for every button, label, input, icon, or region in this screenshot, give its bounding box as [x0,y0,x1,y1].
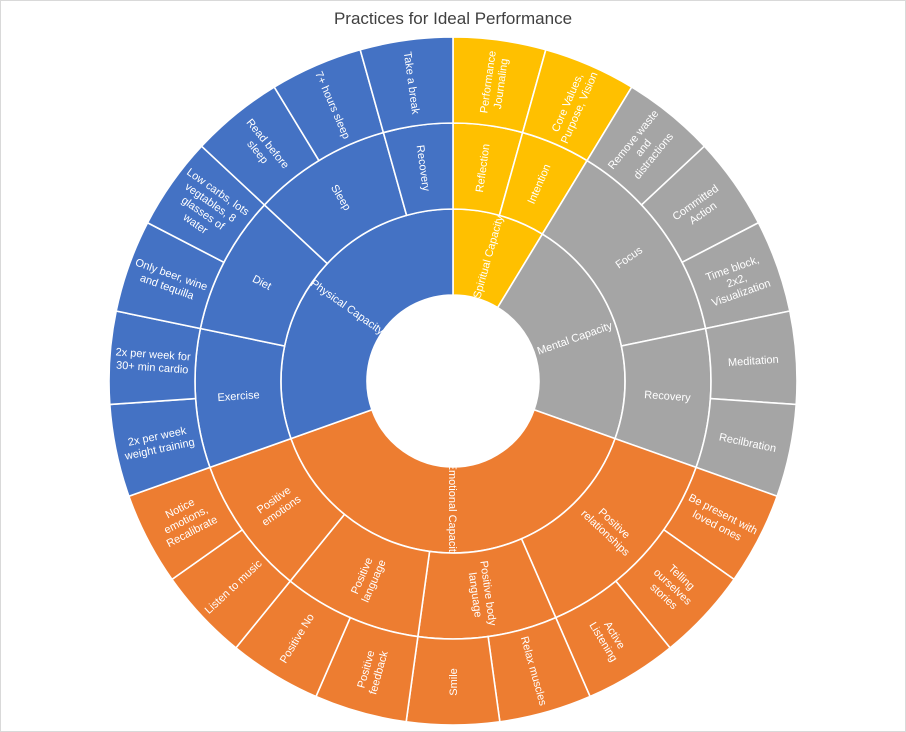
segment-label-exercise: Exercise [217,389,260,404]
segment-label-emotional-capacity: Emotional Capacity [446,463,458,558]
segment-label-recovery: Recovery [644,389,692,404]
segment-label-2x-per-week-for-30-min-cardio: 2x per week for30+ min cardio [114,346,191,376]
segment-label-meditation: Meditation [728,354,779,369]
segment-label-smile: Smile [448,668,460,696]
segment-take-a-break[interactable] [359,36,454,134]
chart-title: Practices for Ideal Performance [333,9,573,28]
